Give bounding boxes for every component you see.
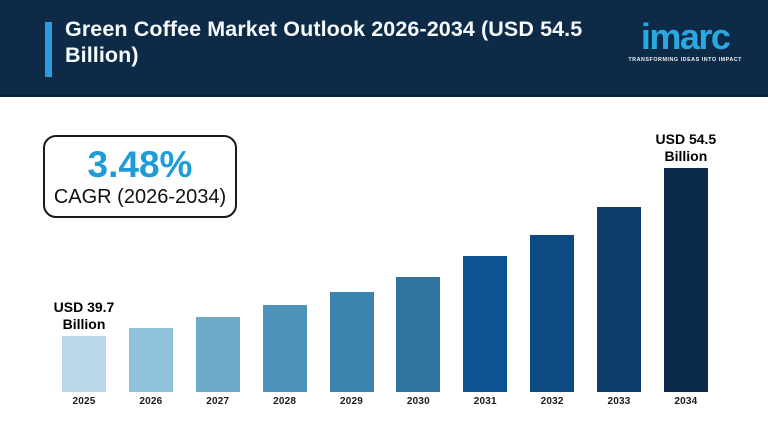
bar-column: 2026 <box>128 328 173 407</box>
imarc-logo-text: imarc <box>640 16 731 57</box>
bar-2030 <box>396 277 441 392</box>
bar-2034: USD 54.5 Billion <box>656 131 716 392</box>
year-label-2028: 2028 <box>273 396 297 407</box>
bar-column: 2030 <box>396 277 441 407</box>
bar-column: USD 54.5 Billion 2034 <box>656 131 717 407</box>
imarc-logo-tagline: TRANSFORMING IDEAS INTO IMPACT <box>628 57 742 63</box>
bar-2029 <box>329 292 374 392</box>
year-label-2032: 2032 <box>540 396 564 407</box>
page-title: Green Coffee Market Outlook 2026-2034 (U… <box>65 17 583 67</box>
bar-2032 <box>530 235 575 392</box>
title-accent-bar <box>45 22 52 77</box>
imarc-logo: imarc TRANSFORMING IDEAS INTO IMPACT <box>628 16 742 64</box>
bar-2033 <box>597 207 641 392</box>
bar-column: 2033 <box>597 207 641 407</box>
bar-column: 2028 <box>262 305 307 407</box>
bar-2027 <box>195 317 240 392</box>
header-banner: Green Coffee Market Outlook 2026-2034 (U… <box>0 0 768 97</box>
bar-column: 2029 <box>329 292 374 407</box>
year-label-2034: 2034 <box>674 396 698 407</box>
cagr-badge: 3.48% CAGR (2026-2034) <box>43 135 237 218</box>
year-label-2025: 2025 <box>72 396 96 407</box>
cagr-value: 3.48% <box>87 143 193 185</box>
year-label-2026: 2026 <box>139 396 163 407</box>
bar-2028 <box>262 305 307 392</box>
bar-column: 2031 <box>463 256 508 407</box>
bar-chart: USD 39.7 Billion 2025 2026 2027 2028 2029 2030… <box>54 131 717 407</box>
year-label-2027: 2027 <box>206 396 230 407</box>
year-label-2030: 2030 <box>406 396 430 407</box>
cagr-label: CAGR (2026-2034) <box>53 185 227 208</box>
bar-column: 2032 <box>530 235 575 407</box>
year-label-2029: 2029 <box>339 396 364 407</box>
year-label-2031: 2031 <box>473 396 497 407</box>
bar-value-label-2025: USD 39.7 Billion <box>53 299 115 332</box>
bar-value-label-2034: USD 54.5 Billion <box>655 131 717 164</box>
bar-2031 <box>463 256 508 392</box>
bar-2025: USD 39.7 Billion <box>54 299 114 392</box>
year-label-2033: 2033 <box>607 396 631 407</box>
bar-2026 <box>128 328 173 392</box>
bar-column: USD 39.7 Billion 2025 <box>54 299 115 407</box>
bar-column: 2027 <box>195 317 240 407</box>
